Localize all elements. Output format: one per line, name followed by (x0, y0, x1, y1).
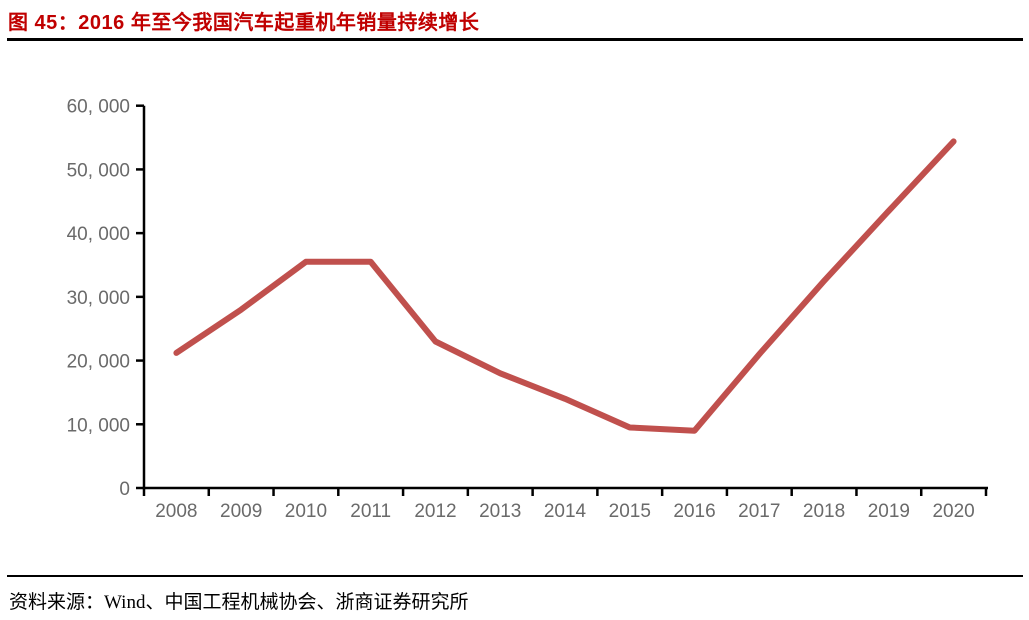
footer-divider (7, 575, 1023, 577)
y-tick-label: 0 (119, 479, 130, 500)
source-note: 资料来源：Wind、中国工程机械协会、浙商证券研究所 (9, 592, 469, 613)
chart-region: 0 10, 000 20, 000 30, 000 40, 000 50, 000 60, … (0, 41, 1029, 575)
y-tick-label: 20, 000 (67, 352, 130, 373)
sales-line-chart: 0 10, 000 20, 000 30, 000 40, 000 50, 000 60, … (67, 97, 988, 522)
x-tick-label: 2013 (479, 501, 521, 522)
x-tick-label: 2019 (868, 501, 910, 522)
y-tick-label: 10, 000 (67, 415, 130, 436)
sales-trend-line (173, 138, 957, 434)
figure-title: 图 45：2016 年至今我国汽车起重机年销量持续增长 (8, 12, 480, 34)
y-tick-label: 60, 000 (67, 97, 130, 118)
y-tick-label: 40, 000 (67, 224, 130, 245)
y-tick-label: 50, 000 (67, 160, 130, 181)
title-divider (7, 38, 1023, 41)
y-tick-label: 30, 000 (67, 288, 130, 309)
x-tick-label: 2014 (544, 501, 587, 522)
x-tick-label: 2018 (803, 501, 845, 522)
x-tick-label: 2011 (350, 501, 391, 522)
x-tick-label: 2008 (155, 501, 197, 522)
x-tick-label: 2015 (609, 501, 651, 522)
x-tick-label: 2016 (673, 501, 715, 522)
x-tick-label: 2010 (285, 501, 327, 522)
x-tick-label: 2009 (220, 501, 262, 522)
x-tick-label: 2017 (738, 501, 780, 522)
x-tick-label: 2020 (932, 501, 974, 522)
x-tick-label: 2012 (414, 501, 456, 522)
